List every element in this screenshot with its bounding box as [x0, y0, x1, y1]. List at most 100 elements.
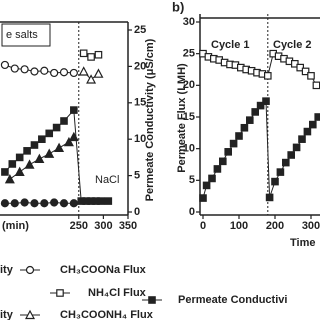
point — [256, 101, 265, 110]
annotation: e salts — [6, 29, 38, 41]
point — [93, 68, 104, 78]
point — [246, 116, 254, 124]
y-tick-label: 5 — [134, 170, 140, 182]
point — [292, 143, 301, 152]
point — [52, 123, 61, 132]
point — [303, 127, 312, 136]
point — [69, 199, 78, 208]
point — [60, 117, 68, 125]
y-tick-label: 25 — [134, 24, 146, 36]
legend-marker — [25, 265, 35, 275]
point — [63, 136, 74, 147]
annotation: Cycle 2 — [273, 39, 312, 51]
x-tick-label: 350 — [119, 220, 137, 232]
point — [69, 68, 78, 78]
y-axis-label: Permeate Flux (LMH) — [176, 63, 188, 173]
y-tick-label: 15 — [134, 97, 146, 109]
x-tick-label: 250 — [70, 220, 88, 232]
series-line — [202, 100, 319, 199]
point — [59, 199, 69, 208]
point — [298, 135, 306, 143]
point — [10, 199, 19, 208]
point — [86, 74, 97, 84]
point — [59, 68, 69, 77]
point — [4, 173, 15, 184]
y-axis-label: Permeate Conductivity (μS/cm) — [144, 38, 156, 201]
point — [14, 166, 25, 177]
point — [271, 177, 279, 186]
x-axis-label: Time — [290, 237, 315, 249]
point — [0, 60, 10, 70]
legend-label: ity — [0, 264, 14, 276]
point — [219, 157, 227, 166]
point — [79, 49, 88, 58]
y-tick-label: 20 — [134, 60, 146, 72]
point — [0, 199, 10, 208]
point — [54, 142, 65, 153]
x-axis-label: (min) — [2, 220, 29, 232]
point — [213, 165, 222, 173]
point — [202, 181, 211, 190]
point — [265, 193, 274, 202]
point — [20, 65, 29, 74]
y-tick-label: 10 — [183, 143, 195, 155]
point — [312, 81, 320, 90]
panel-label: b) — [172, 0, 184, 14]
y-tick-label: 15 — [183, 111, 195, 123]
point — [199, 194, 207, 202]
annotation-box — [1, 23, 51, 47]
point — [44, 148, 55, 158]
legend-marker — [25, 309, 35, 320]
legend-label: ity — [0, 309, 14, 320]
point — [97, 197, 105, 205]
point — [235, 132, 243, 140]
point — [30, 67, 39, 76]
y-tick-label: 0 — [134, 206, 140, 218]
legend-label: CH₃COONH₄ Flux — [60, 309, 154, 320]
annotation: NaCl — [95, 174, 119, 186]
point — [264, 72, 272, 80]
point — [10, 64, 19, 73]
point — [23, 147, 31, 155]
y-tick-label: 0 — [189, 206, 195, 218]
legend-label: NH₄Cl Flux — [88, 287, 147, 299]
point — [24, 159, 35, 169]
legend-marker — [56, 289, 64, 297]
point — [40, 199, 49, 208]
point — [50, 198, 59, 207]
point — [68, 131, 79, 142]
point — [229, 139, 238, 148]
y-tick-label: 10 — [134, 133, 146, 145]
point — [70, 106, 78, 114]
y-tick-label: 25 — [183, 48, 195, 60]
point — [94, 50, 103, 59]
point — [34, 153, 45, 163]
point — [291, 59, 299, 68]
point — [87, 53, 95, 61]
y-tick-label: 20 — [183, 79, 195, 91]
point — [1, 168, 9, 176]
point — [208, 174, 216, 183]
point — [240, 123, 249, 132]
legend-label: Permeate Conductivi — [178, 294, 287, 306]
point — [262, 97, 270, 105]
point — [307, 72, 315, 80]
y-tick-label: 30 — [183, 16, 195, 28]
point — [30, 141, 39, 149]
point — [224, 148, 233, 156]
legend-label: CH₃COONa Flux — [60, 264, 147, 276]
y-tick-label: 5 — [189, 174, 195, 186]
point — [309, 120, 317, 129]
x-tick-label: 300 — [94, 220, 112, 232]
point — [40, 66, 49, 75]
point — [15, 153, 24, 162]
x-tick-label: 200 — [266, 220, 284, 232]
point — [45, 129, 54, 138]
x-tick-label: 300 — [302, 220, 320, 232]
point — [38, 135, 46, 144]
point — [251, 108, 260, 116]
point — [30, 199, 39, 208]
x-tick-label: 0 — [200, 220, 206, 232]
